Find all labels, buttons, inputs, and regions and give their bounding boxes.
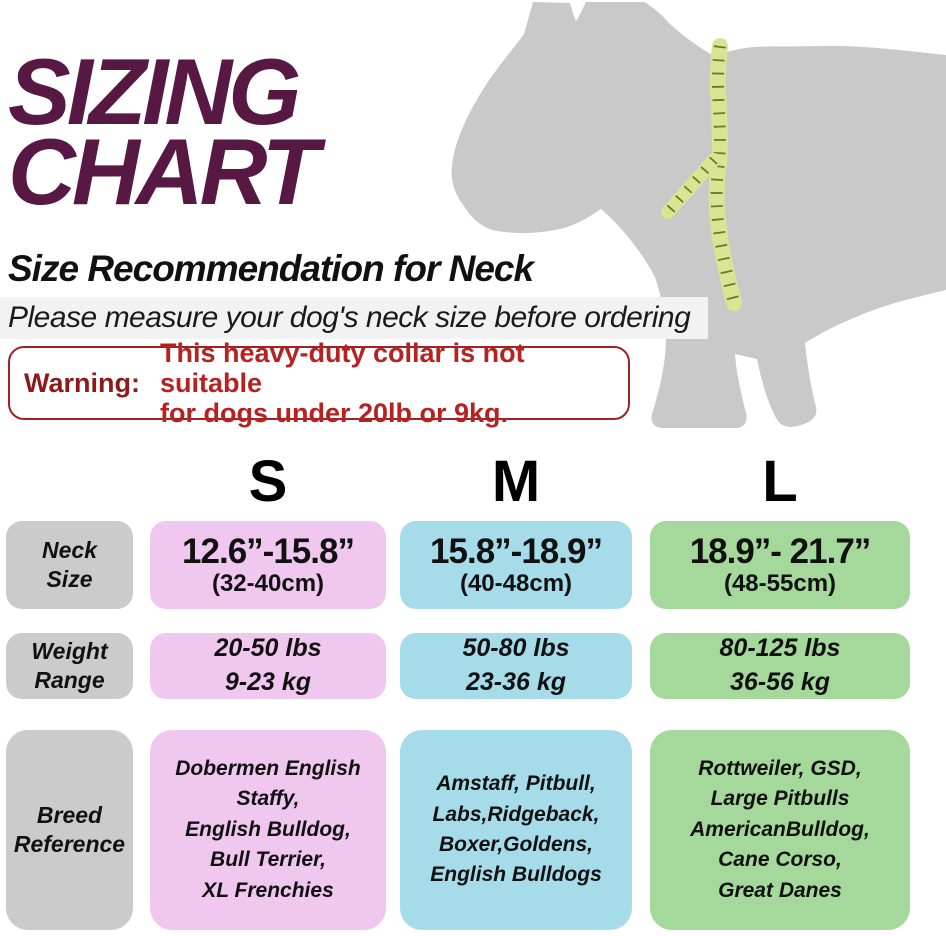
cell-neck-size-m: 15.8”-18.9” (40-48cm) [400,521,632,609]
cell-weight-l: 80-125 lbs 36-56 kg [650,633,910,699]
cell-neck-size-l: 18.9”- 21.7” (48-55cm) [650,521,910,609]
size-column-header-s: S [248,449,288,514]
neck-cm-s: (32-40cm) [211,570,325,598]
warning-box: Warning: This heavy-duty collar is not s… [8,338,630,428]
measure-note: Please measure your dog's neck size befo… [0,297,708,339]
row-label-weight-range: Weight Range [6,633,133,699]
header-spacer [6,452,150,512]
neck-inches-s: 12.6”-15.8” [182,531,355,571]
neck-cm-l: (48-55cm) [723,570,837,598]
measuring-tape-icon [661,38,742,311]
warning-label: Warning: [24,367,140,398]
size-column-header-l: L [762,449,798,514]
row-label-neck-size: Neck Size [6,521,133,609]
cell-neck-size-s: 12.6”-15.8” (32-40cm) [150,521,386,609]
breed-list-l: Rottweiler, GSD, Large Pitbulls American… [690,756,870,902]
cell-weight-s: 20-50 lbs 9-23 kg [150,633,386,699]
size-header-row: S M L [6,452,910,512]
neck-inches-m: 15.8”-18.9” [430,531,603,571]
neck-cm-m: (40-48cm) [459,570,573,598]
page-subtitle: Size Recommendation for Neck [8,248,534,289]
row-label-breed-reference: Breed Reference [6,730,133,930]
cell-breeds-l: Rottweiler, GSD, Large Pitbulls American… [650,730,910,930]
weight-range-row: Weight Range 20-50 lbs 9-23 kg 50-80 lbs… [6,633,910,699]
breed-list-s: Dobermen English Staffy, English Bulldog… [175,756,361,902]
dog-body-shape [451,2,946,428]
weight-text-m: 50-80 lbs 23-36 kg [462,634,570,696]
neck-inches-l: 18.9”- 21.7” [689,531,872,571]
weight-text-s: 20-50 lbs 9-23 kg [214,634,322,696]
weight-text-l: 80-125 lbs 36-56 kg [719,634,841,696]
breed-list-m: Amstaff, Pitbull, Labs,Ridgeback, Boxer,… [430,772,602,887]
neck-size-row: Neck Size 12.6”-15.8” (32-40cm) 15.8”-18… [6,521,910,609]
size-column-header-m: M [491,449,541,514]
warning-text: This heavy-duty collar is not suitable f… [159,337,525,429]
cell-breeds-s: Dobermen English Staffy, English Bulldog… [150,730,386,930]
dog-silhouette-illustration [451,2,946,428]
page-title: SIZING CHART [8,39,319,224]
cell-weight-m: 50-80 lbs 23-36 kg [400,633,632,699]
breed-reference-row: Breed Reference Dobermen English Staffy,… [6,730,910,930]
cell-breeds-m: Amstaff, Pitbull, Labs,Ridgeback, Boxer,… [400,730,632,930]
